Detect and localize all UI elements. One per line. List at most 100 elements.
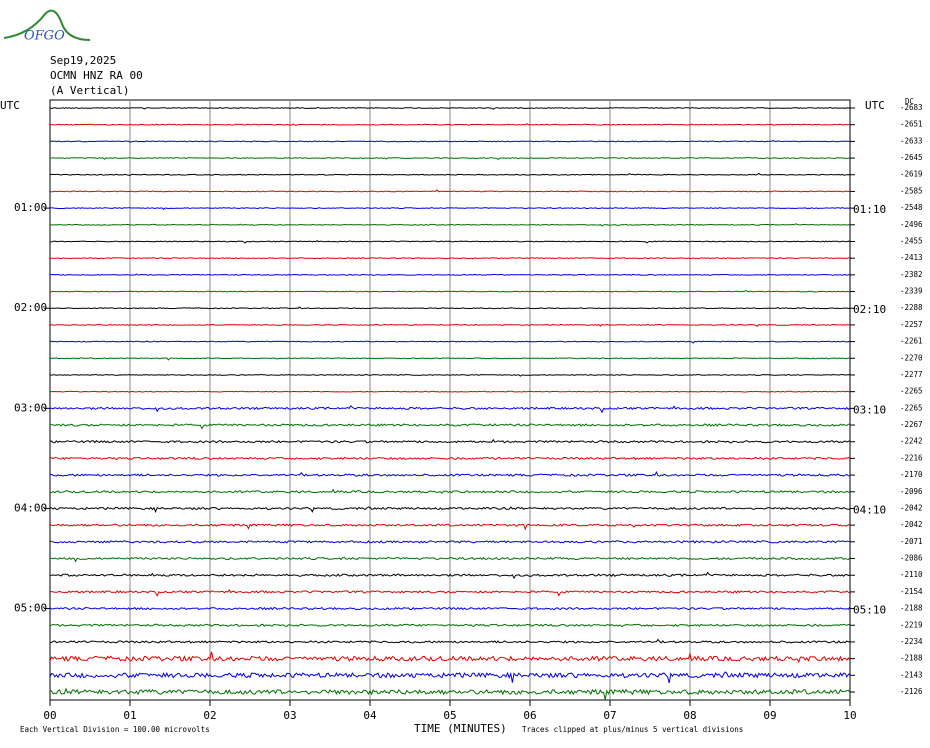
x-tick-label: 01 <box>123 709 136 722</box>
trace <box>49 438 851 444</box>
trace <box>49 306 851 310</box>
date: Sep19,2025 <box>50 54 116 67</box>
dc-offset: -2339 <box>900 287 923 296</box>
x-tick-label: 06 <box>523 709 536 722</box>
dc-offset: -2633 <box>900 136 923 145</box>
dc-offset: -2188 <box>900 654 923 663</box>
dc-offset: -2170 <box>900 470 923 479</box>
dc-offset: -2548 <box>900 203 923 212</box>
dc-offset: -2413 <box>900 253 923 262</box>
trace <box>49 687 851 700</box>
trace <box>49 290 851 293</box>
component: (A Vertical) <box>50 84 129 97</box>
trace <box>49 340 851 344</box>
dc-offset: -2496 <box>900 220 923 229</box>
dc-offset: -2126 <box>900 687 923 696</box>
x-tick-label: 07 <box>603 709 616 722</box>
dc-offset: -2651 <box>900 120 923 129</box>
dc-offset: -2216 <box>900 453 923 462</box>
dc-offset: -2086 <box>900 554 923 563</box>
left-time-label: 05:00 <box>14 602 47 615</box>
dc-offset: -2219 <box>900 620 923 629</box>
trace <box>49 139 851 143</box>
logo-swoosh <box>3 9 91 41</box>
right-time-label: 01:10 <box>853 203 886 216</box>
trace <box>49 404 851 414</box>
dc-offset: -2096 <box>900 487 923 496</box>
x-tick-label: 05 <box>443 709 456 722</box>
x-tick-label: 10 <box>843 709 856 722</box>
dc-offset: -2110 <box>900 570 923 579</box>
trace <box>49 470 851 477</box>
dc-offset: -2455 <box>900 236 923 245</box>
x-tick-label: 02 <box>203 709 216 722</box>
dc-offset: -2071 <box>900 537 923 546</box>
dc-offset: -2154 <box>900 587 923 596</box>
dc-offset: -2042 <box>900 503 923 512</box>
clip-note: Traces clipped at plus/minus 5 vertical … <box>522 725 743 734</box>
dc-offset: -2382 <box>900 270 923 279</box>
trace <box>49 423 851 430</box>
trace <box>49 523 851 531</box>
x-tick-label: 09 <box>763 709 776 722</box>
trace <box>49 172 851 177</box>
dc-offset: -2143 <box>900 670 923 679</box>
trace <box>49 556 851 563</box>
dc-offset: -2267 <box>900 420 923 429</box>
station: OCMN HNZ RA 00 <box>50 69 143 82</box>
trace <box>49 390 851 393</box>
trace <box>49 606 851 611</box>
trace <box>49 540 851 544</box>
x-tick-label: 08 <box>683 709 696 722</box>
dc-offset: -2619 <box>900 170 923 179</box>
scale-note: Each Vertical Division = 100.00 microvol… <box>20 725 210 734</box>
trace <box>49 456 851 461</box>
dc-offset: -2234 <box>900 637 923 646</box>
right-axis-title: UTC <box>865 99 885 112</box>
x-axis-title: TIME (MINUTES) <box>414 722 507 735</box>
trace <box>49 357 851 361</box>
trace <box>49 488 851 494</box>
dc-offset: -2042 <box>900 520 923 529</box>
trace <box>49 374 851 377</box>
trace <box>49 107 851 110</box>
left-time-label: 02:00 <box>14 301 47 314</box>
x-tick-label: 00 <box>43 709 56 722</box>
left-time-label: 03:00 <box>14 401 47 414</box>
right-time-label: 04:10 <box>853 503 886 516</box>
trace <box>49 323 851 327</box>
right-time-label: 05:10 <box>853 604 886 617</box>
trace <box>49 623 851 627</box>
left-axis-title: UTC <box>0 99 20 112</box>
dc-offset: -2265 <box>900 387 923 396</box>
left-time-label: 01:00 <box>14 201 47 214</box>
trace <box>49 571 851 580</box>
dc-offset: -2645 <box>900 153 923 162</box>
trace <box>49 638 851 644</box>
dc-offset: -2683 <box>900 103 923 112</box>
dc-offset: -2261 <box>900 337 923 346</box>
dc-offset: -2270 <box>900 353 923 362</box>
dc-title: DC <box>905 97 914 106</box>
dc-offset: -2265 <box>900 403 923 412</box>
traces <box>49 107 851 700</box>
trace <box>49 189 851 193</box>
trace <box>49 589 851 597</box>
dc-offset: -2242 <box>900 437 923 446</box>
trace <box>50 257 851 260</box>
dc-offset: -2188 <box>900 604 923 613</box>
trace <box>49 156 851 161</box>
trace <box>49 240 851 244</box>
trace <box>49 122 851 126</box>
right-time-label: 03:10 <box>853 403 886 416</box>
trace <box>49 223 851 227</box>
trace <box>49 207 851 210</box>
trace <box>49 651 851 664</box>
dc-offset: -2257 <box>900 320 923 329</box>
dc-offset: -2288 <box>900 303 923 312</box>
dc-offset: -2277 <box>900 370 923 379</box>
x-tick-label: 04 <box>363 709 377 722</box>
trace <box>49 671 851 684</box>
